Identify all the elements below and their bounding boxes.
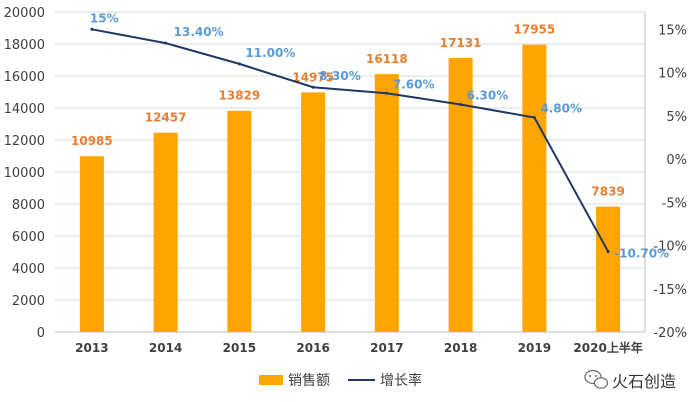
left-tick-label: 20000 [4, 6, 45, 21]
x-tick-label: 2018 [444, 341, 477, 355]
line-value-label: 11.00% [245, 46, 295, 60]
line-point [311, 85, 315, 89]
bar-value-label: 17131 [440, 36, 482, 50]
bar [79, 156, 104, 332]
bar-value-label: 17955 [514, 23, 556, 37]
legend-swatch-bar [259, 375, 283, 385]
line-point [532, 116, 536, 120]
line-value-label: -10.70% [614, 247, 669, 261]
line-value-label: 8.30% [319, 69, 361, 83]
left-tick-label: 8000 [12, 198, 45, 213]
line-value-label: 15% [90, 11, 119, 25]
line-point [237, 62, 241, 66]
line-point [90, 27, 94, 31]
right-tick-label: 15% [658, 23, 687, 38]
bar [596, 206, 621, 332]
growth-line [91, 28, 610, 253]
right-tick-label: -15% [653, 283, 687, 298]
bar-series [79, 44, 621, 333]
watermark: 火石创造 [584, 369, 676, 391]
bar [301, 92, 326, 333]
left-tick-label: 4000 [12, 262, 45, 277]
line-value-label: 6.30% [467, 89, 509, 103]
bar-value-label: 14975 [292, 70, 334, 84]
x-tick-label: 2020上半年 [573, 340, 642, 355]
x-tick-label: 2015 [223, 341, 256, 355]
x-axis: 2013 2014 2015 2016 2017 2018 2019 2020上半年 [75, 340, 643, 355]
line-point [385, 91, 389, 95]
legend-label-line: 增长率 [380, 372, 422, 389]
line-value-label: 13.40% [174, 25, 224, 39]
bar-value-label: 7839 [591, 185, 624, 199]
left-tick-label: 2000 [12, 294, 45, 309]
line-point [164, 41, 168, 45]
left-tick-label: 6000 [12, 230, 45, 245]
right-tick-label: 10% [658, 67, 687, 82]
legend: 销售额 增长率 [259, 372, 422, 389]
line-series [90, 27, 610, 254]
bar-data-labels: 10985 12457 13829 14975 16118 17131 17955 7839 [71, 23, 625, 199]
right-tick-label: -10% [653, 240, 687, 255]
x-tick-label: 2014 [149, 341, 182, 355]
left-tick-label: 18000 [4, 38, 45, 53]
x-tick-label: 2019 [518, 341, 551, 355]
bar-value-label: 13829 [219, 89, 261, 103]
bar [153, 132, 178, 332]
left-tick-label: 0 [37, 326, 45, 341]
line-value-label: 4.80% [540, 102, 582, 116]
right-tick-label: 5% [666, 110, 687, 125]
x-tick-label: 2016 [296, 341, 329, 355]
bar-value-label: 12457 [145, 111, 187, 125]
line-point [459, 103, 463, 107]
right-tick-label: -20% [653, 326, 687, 341]
left-tick-label: 14000 [4, 102, 45, 117]
gridlines [55, 11, 645, 333]
line-point [606, 250, 610, 254]
left-tick-label: 12000 [4, 134, 45, 149]
x-tick-label: 2017 [370, 341, 403, 355]
right-axis: 15% 10% 5% 0% -5% -10% -15% -20% [644, 12, 687, 341]
bar [374, 74, 399, 332]
watermark-text: 火石创造 [612, 372, 676, 391]
wechat-icon [584, 369, 609, 389]
left-axis: 0 2000 4000 6000 8000 10000 12000 14000 16000 180… [4, 6, 45, 341]
bar-value-label: 10985 [71, 134, 113, 148]
left-tick-label: 16000 [4, 70, 45, 85]
right-tick-label: -5% [662, 196, 687, 211]
bar [227, 110, 252, 333]
left-tick-label: 10000 [4, 166, 45, 181]
x-tick-label: 2013 [75, 341, 108, 355]
right-tick-label: 0% [666, 153, 687, 168]
line-value-label: 7.60% [393, 77, 435, 91]
bar [522, 44, 547, 332]
bar-value-label: 16118 [366, 52, 408, 66]
line-data-labels: 15% 13.40% 11.00% 8.30% 7.60% 6.30% 4.80% -10.7… [90, 11, 669, 260]
legend-label-bar: 销售额 [288, 373, 330, 389]
